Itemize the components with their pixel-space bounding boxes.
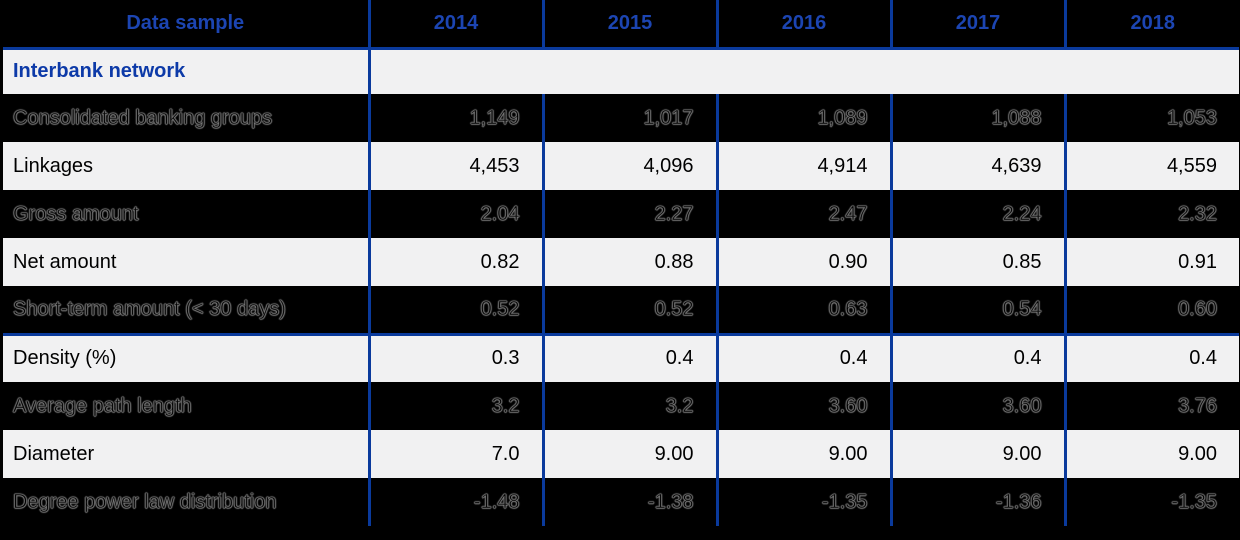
row-label: Diameter xyxy=(3,430,371,478)
row-value: 2.47 xyxy=(717,190,893,238)
section-row-filler xyxy=(369,48,1239,94)
column-header-year-2018: 2018 xyxy=(1065,0,1239,50)
row-label: Gross amount xyxy=(3,190,371,238)
row-label: Consolidated banking groups xyxy=(3,94,371,142)
row-value: 0.4 xyxy=(543,332,719,382)
row-label: Degree power law distribution xyxy=(3,478,371,526)
row-value: -1.38 xyxy=(543,478,719,526)
row-label: Short-term amount (< 30 days) xyxy=(3,286,371,334)
row-value: 9.00 xyxy=(717,430,893,478)
column-header-year-2016: 2016 xyxy=(717,0,893,50)
table-row: Linkages 4,453 4,096 4,914 4,639 4,559 xyxy=(3,142,1239,190)
table-row: Gross amount 2.04 2.27 2.47 2.24 2.32 xyxy=(3,190,1239,238)
row-label: Density (%) xyxy=(3,332,371,382)
table-header-row: Data sample 2014 2015 2016 2017 2018 xyxy=(3,0,1239,50)
row-value: 0.60 xyxy=(1178,297,1218,320)
table-body: Interbank network Consolidated banking g… xyxy=(3,48,1239,526)
column-header-data-sample: Data sample xyxy=(3,0,371,50)
row-value: 1,089 xyxy=(717,94,893,142)
row-value: 4,096 xyxy=(543,142,719,190)
row-value: 0.63 xyxy=(717,286,893,334)
row-value: 0.4 xyxy=(891,332,1067,382)
row-value: 2.32 xyxy=(1178,202,1218,225)
row-value: 4,639 xyxy=(891,142,1067,190)
table-row: Net amount 0.82 0.88 0.90 0.85 0.91 xyxy=(3,238,1239,286)
section-row-interbank-network: Interbank network xyxy=(3,48,1239,94)
table-row: Short-term amount (< 30 days) 0.52 0.52 0.6… xyxy=(3,286,1239,334)
interbank-data-table: Data sample 2014 2015 2016 2017 2018 Interba… xyxy=(3,0,1239,526)
table-row: Density (%) 0.3 0.4 0.4 0.4 0.4 xyxy=(3,332,1239,382)
row-value: 1,053 xyxy=(1166,106,1218,129)
table-row: Average path length 3.2 3.2 3.60 3.60 3.76 xyxy=(3,382,1239,430)
row-value: 3.76 xyxy=(1178,394,1218,417)
row-value: 2.27 xyxy=(543,190,719,238)
row-value: 9.00 xyxy=(543,430,719,478)
row-value: -1.35 xyxy=(1171,490,1217,513)
row-value: 0.4 xyxy=(1065,332,1239,382)
column-header-year-2017: 2017 xyxy=(891,0,1067,50)
row-value: 3.60 xyxy=(717,382,893,430)
row-value: 0.52 xyxy=(369,286,545,334)
row-value: 9.00 xyxy=(891,430,1067,478)
table-row: Consolidated banking groups 1,149 1,017 1,0… xyxy=(3,94,1239,142)
row-value: 2.24 xyxy=(891,190,1067,238)
row-label: Linkages xyxy=(3,142,371,190)
row-value: 0.85 xyxy=(891,238,1067,286)
row-value: 1,017 xyxy=(543,94,719,142)
row-value: 4,453 xyxy=(369,142,545,190)
column-header-year-2015: 2015 xyxy=(543,0,719,50)
row-value: 0.4 xyxy=(717,332,893,382)
row-value: 0.3 xyxy=(369,332,545,382)
row-value: 9.00 xyxy=(1065,430,1239,478)
row-value: 0.52 xyxy=(543,286,719,334)
row-value: -1.36 xyxy=(891,478,1067,526)
table-head: Data sample 2014 2015 2016 2017 2018 xyxy=(3,0,1239,50)
table-row: Degree power law distribution -1.48 -1.38-… xyxy=(3,478,1239,526)
row-label: Net amount xyxy=(3,238,371,286)
row-value: 0.91 xyxy=(1065,238,1239,286)
row-value: 2.04 xyxy=(369,190,545,238)
row-value: 0.82 xyxy=(369,238,545,286)
row-value: 3.2 xyxy=(369,382,545,430)
row-value: 1,088 xyxy=(891,94,1067,142)
row-value: 0.88 xyxy=(543,238,719,286)
section-title: Interbank network xyxy=(3,48,371,94)
row-value: 3.2 xyxy=(543,382,719,430)
row-value: 0.54 xyxy=(891,286,1067,334)
row-value: -1.48 xyxy=(369,478,545,526)
row-value: 0.90 xyxy=(717,238,893,286)
row-value: 7.0 xyxy=(369,430,545,478)
row-value: 3.60 xyxy=(891,382,1067,430)
row-value: 4,914 xyxy=(717,142,893,190)
row-value: 4,559 xyxy=(1065,142,1239,190)
column-header-year-2014: 2014 xyxy=(369,0,545,50)
table-row: Diameter 7.0 9.00 9.00 9.00 9.00 xyxy=(3,430,1239,478)
row-value: -1.35 xyxy=(717,478,893,526)
row-value: 1,149 xyxy=(369,94,545,142)
row-label: Average path length xyxy=(3,382,371,430)
